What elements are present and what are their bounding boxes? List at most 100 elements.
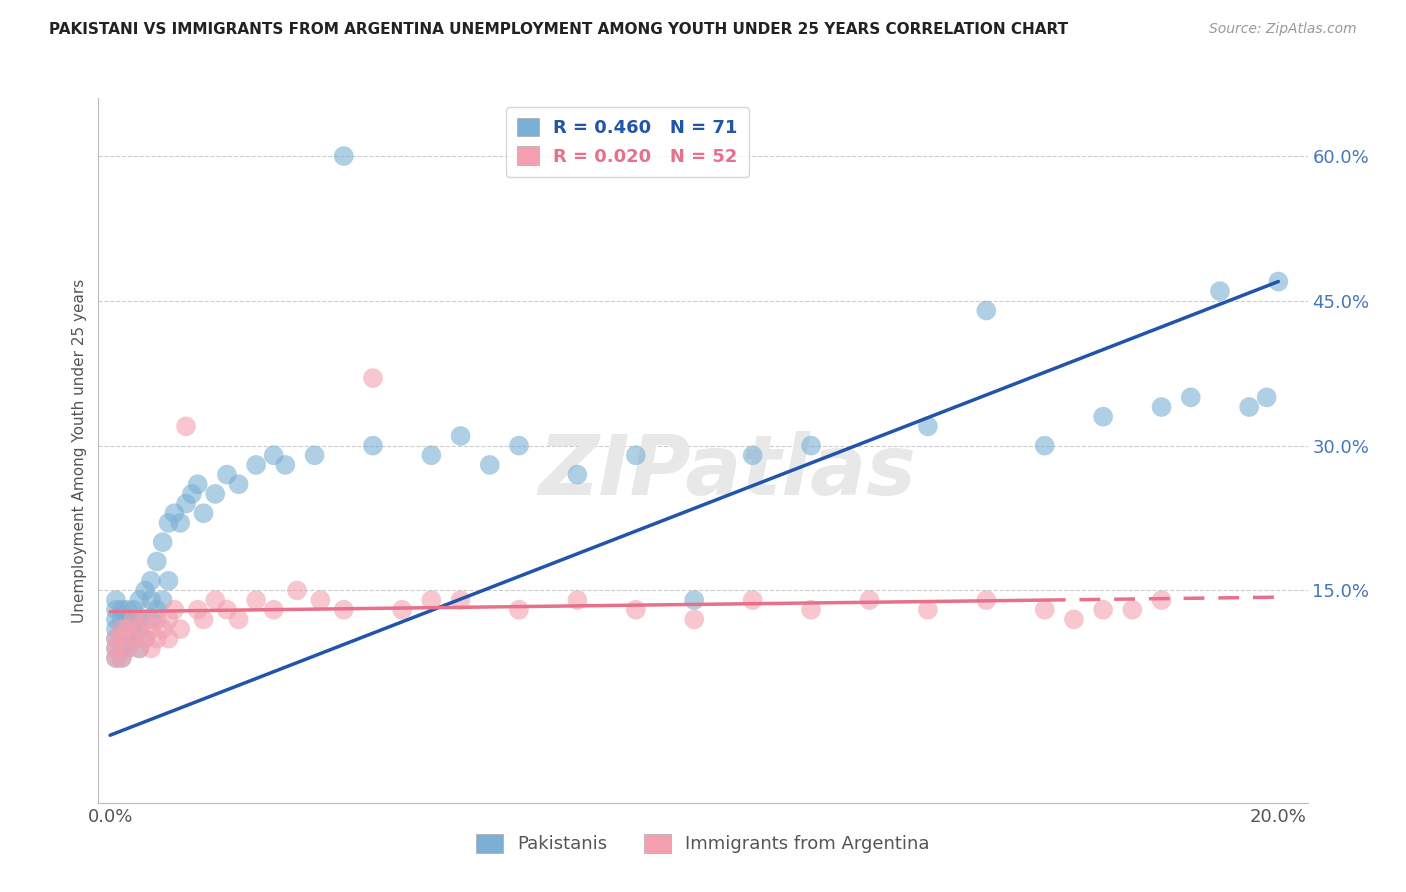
Point bbox=[1150, 593, 1173, 607]
Point bbox=[1209, 284, 1232, 298]
Point bbox=[245, 458, 267, 472]
Point bbox=[1033, 439, 1056, 453]
Point bbox=[117, 603, 139, 617]
Point bbox=[117, 612, 139, 626]
Y-axis label: Unemployment Among Youth under 25 years: Unemployment Among Youth under 25 years bbox=[72, 278, 87, 623]
Point bbox=[104, 622, 127, 636]
Point bbox=[1092, 409, 1115, 424]
Point bbox=[139, 574, 162, 588]
Point bbox=[122, 622, 145, 636]
Point bbox=[134, 583, 156, 598]
Point bbox=[263, 603, 285, 617]
Point bbox=[917, 419, 939, 434]
Point bbox=[152, 535, 174, 549]
Point bbox=[111, 632, 134, 646]
Point bbox=[361, 371, 384, 385]
Point bbox=[104, 632, 127, 646]
Point bbox=[128, 641, 150, 656]
Point bbox=[193, 506, 215, 520]
Point bbox=[228, 477, 250, 491]
Point bbox=[111, 651, 134, 665]
Point bbox=[180, 487, 202, 501]
Point bbox=[1033, 603, 1056, 617]
Point bbox=[285, 583, 308, 598]
Point bbox=[683, 593, 706, 607]
Point bbox=[304, 448, 326, 462]
Point bbox=[309, 593, 332, 607]
Point bbox=[450, 593, 472, 607]
Point bbox=[508, 439, 530, 453]
Point bbox=[122, 603, 145, 617]
Point bbox=[624, 448, 647, 462]
Point bbox=[274, 458, 297, 472]
Point bbox=[800, 439, 823, 453]
Point bbox=[139, 612, 162, 626]
Point bbox=[134, 632, 156, 646]
Point bbox=[104, 641, 127, 656]
Point bbox=[157, 612, 180, 626]
Point bbox=[1180, 390, 1202, 404]
Point bbox=[111, 641, 134, 656]
Point bbox=[104, 632, 127, 646]
Point bbox=[134, 632, 156, 646]
Point bbox=[104, 641, 127, 656]
Point bbox=[111, 632, 134, 646]
Point bbox=[163, 603, 186, 617]
Point bbox=[858, 593, 880, 607]
Point bbox=[104, 612, 127, 626]
Text: PAKISTANI VS IMMIGRANTS FROM ARGENTINA UNEMPLOYMENT AMONG YOUTH UNDER 25 YEARS C: PAKISTANI VS IMMIGRANTS FROM ARGENTINA U… bbox=[49, 22, 1069, 37]
Point bbox=[974, 593, 997, 607]
Point bbox=[450, 429, 472, 443]
Point bbox=[111, 612, 134, 626]
Point bbox=[174, 419, 197, 434]
Point bbox=[111, 651, 134, 665]
Point bbox=[567, 593, 589, 607]
Point bbox=[683, 612, 706, 626]
Point bbox=[1150, 400, 1173, 414]
Point bbox=[332, 603, 354, 617]
Point bbox=[169, 516, 191, 530]
Point bbox=[1267, 275, 1289, 289]
Point bbox=[193, 612, 215, 626]
Point bbox=[104, 593, 127, 607]
Point bbox=[187, 477, 209, 491]
Point bbox=[146, 632, 169, 646]
Point bbox=[117, 641, 139, 656]
Point bbox=[361, 439, 384, 453]
Text: ZIPatlas: ZIPatlas bbox=[538, 431, 917, 512]
Point bbox=[245, 593, 267, 607]
Point bbox=[122, 612, 145, 626]
Point bbox=[917, 603, 939, 617]
Point bbox=[128, 612, 150, 626]
Point bbox=[128, 593, 150, 607]
Point bbox=[204, 593, 226, 607]
Point bbox=[741, 593, 763, 607]
Point bbox=[134, 612, 156, 626]
Text: Source: ZipAtlas.com: Source: ZipAtlas.com bbox=[1209, 22, 1357, 37]
Point bbox=[508, 603, 530, 617]
Point bbox=[1237, 400, 1260, 414]
Point bbox=[1256, 390, 1278, 404]
Point bbox=[567, 467, 589, 482]
Point bbox=[139, 641, 162, 656]
Point bbox=[117, 632, 139, 646]
Point bbox=[104, 603, 127, 617]
Point bbox=[1063, 612, 1085, 626]
Point bbox=[420, 448, 443, 462]
Point bbox=[420, 593, 443, 607]
Point bbox=[332, 149, 354, 163]
Point bbox=[157, 632, 180, 646]
Point bbox=[478, 458, 501, 472]
Point bbox=[391, 603, 413, 617]
Point bbox=[157, 574, 180, 588]
Point bbox=[128, 622, 150, 636]
Point bbox=[128, 641, 150, 656]
Point bbox=[187, 603, 209, 617]
Point bbox=[800, 603, 823, 617]
Legend: Pakistanis, Immigrants from Argentina: Pakistanis, Immigrants from Argentina bbox=[468, 827, 938, 861]
Point bbox=[624, 603, 647, 617]
Point bbox=[215, 603, 238, 617]
Point bbox=[122, 612, 145, 626]
Point bbox=[104, 651, 127, 665]
Point bbox=[228, 612, 250, 626]
